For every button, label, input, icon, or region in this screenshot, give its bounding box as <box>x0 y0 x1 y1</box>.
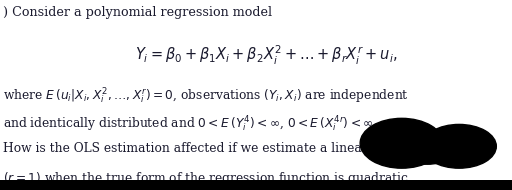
Text: ) Consider a polynomial regression model: ) Consider a polynomial regression model <box>3 6 272 19</box>
Ellipse shape <box>360 118 443 168</box>
Text: $(r = 1)$ when the true form of the regression function is quadratic: $(r = 1)$ when the true form of the regr… <box>3 170 408 187</box>
Ellipse shape <box>422 124 496 168</box>
Ellipse shape <box>399 131 456 164</box>
Text: $Y_i = \beta_0 + \beta_1 X_i + \beta_2 X_i^2 + \ldots + \beta_r X_i^r + u_i,$: $Y_i = \beta_0 + \beta_1 X_i + \beta_2 X… <box>135 44 397 67</box>
FancyBboxPatch shape <box>0 180 512 190</box>
Text: and identically distributed and $0 < E\,(Y_i^4) < \infty$, $0 < E\,(X_i^{4r}) < : and identically distributed and $0 < E\,… <box>3 114 377 134</box>
Text: How is the OLS estimation affected if we estimate a linear regression: How is the OLS estimation affected if we… <box>3 142 437 155</box>
Text: where $E\,(u_i|X_i, X_i^2,\ldots, X_i^r) = 0$, observations $(Y_i, X_i)$ are ind: where $E\,(u_i|X_i, X_i^2,\ldots, X_i^r)… <box>3 86 409 106</box>
